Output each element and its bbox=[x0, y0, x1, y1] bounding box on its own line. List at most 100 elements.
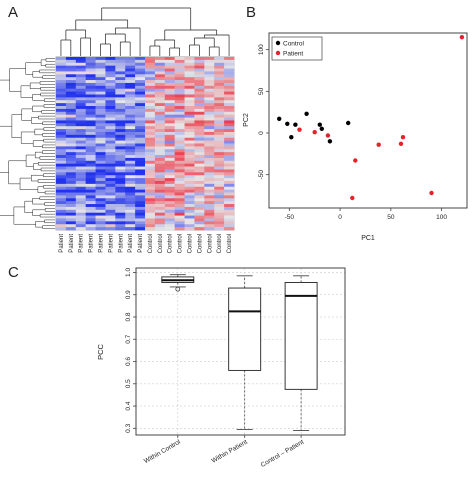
heatmap-cell bbox=[85, 97, 96, 101]
heatmap-cell bbox=[194, 59, 205, 64]
heatmap-cell bbox=[135, 227, 146, 231]
pca-point-patient bbox=[400, 135, 406, 140]
heatmap-cell bbox=[174, 117, 185, 121]
heatmap-cell bbox=[174, 59, 185, 64]
y-tick-label: 100 bbox=[258, 44, 265, 55]
heatmap-cell bbox=[95, 189, 106, 193]
heatmap-cell bbox=[56, 163, 67, 167]
y-tick-label: 0.3 bbox=[125, 423, 132, 432]
heatmap-cell bbox=[214, 160, 225, 164]
heatmap-cell bbox=[95, 120, 106, 124]
heatmap-cell bbox=[224, 160, 235, 164]
heatmap-cell bbox=[75, 106, 86, 110]
heatmap-cell bbox=[105, 91, 116, 95]
heatmap-cell bbox=[164, 218, 175, 222]
heatmap-cell bbox=[204, 85, 215, 90]
heatmap-cell bbox=[204, 120, 215, 124]
heatmap-cell bbox=[164, 146, 175, 150]
heatmap-cell bbox=[85, 114, 96, 118]
heatmap-cell bbox=[214, 146, 225, 150]
heatmap-cell bbox=[194, 186, 205, 190]
category-label: Within Control bbox=[143, 438, 182, 465]
heatmap-cell bbox=[194, 103, 205, 107]
pca-point-control bbox=[346, 120, 351, 126]
heatmap-cell bbox=[65, 206, 77, 211]
heatmap-cell bbox=[135, 140, 146, 144]
heatmap-cell bbox=[224, 212, 235, 216]
heatmap-cell bbox=[204, 94, 215, 98]
heatmap-cell bbox=[224, 123, 235, 127]
heatmap-cell bbox=[145, 189, 156, 193]
heatmap-cell bbox=[95, 80, 106, 84]
heatmap-cell bbox=[214, 180, 225, 185]
heatmap-cell bbox=[145, 129, 156, 133]
heatmap-cell bbox=[115, 91, 126, 95]
heatmap-cell bbox=[115, 172, 126, 176]
heatmap-cell bbox=[75, 117, 86, 121]
heatmap-cell bbox=[95, 204, 106, 208]
heatmap-cell bbox=[164, 183, 175, 188]
heatmap-cell bbox=[105, 206, 116, 211]
heatmap-cells bbox=[56, 57, 235, 231]
heatmap-cell bbox=[194, 140, 205, 144]
heatmap-cell bbox=[125, 120, 136, 124]
pca-point-patient bbox=[350, 195, 355, 201]
heatmap-cell bbox=[115, 195, 126, 199]
heatmap-cell bbox=[65, 155, 77, 159]
heatmap-cell bbox=[194, 80, 205, 84]
heatmap-cell bbox=[214, 198, 225, 202]
heatmap-cell bbox=[194, 166, 205, 170]
heatmap-cell bbox=[145, 100, 156, 104]
heatmap-cell bbox=[174, 120, 185, 124]
heatmap-cell bbox=[125, 160, 136, 164]
heatmap-cell bbox=[56, 143, 67, 147]
heatmap-cell bbox=[105, 175, 116, 179]
heatmap-cell bbox=[125, 126, 136, 130]
heatmap-cell bbox=[56, 189, 67, 193]
heatmap-cell bbox=[135, 175, 146, 179]
heatmap-cell bbox=[95, 134, 106, 139]
heatmap-cell bbox=[184, 62, 195, 66]
heatmap-cell bbox=[85, 169, 96, 173]
heatmap-cell bbox=[125, 146, 136, 150]
heatmap-cell bbox=[204, 57, 215, 61]
heatmap-cell bbox=[224, 126, 235, 130]
heatmap-cell bbox=[174, 91, 185, 95]
heatmap-cell bbox=[145, 163, 156, 167]
heatmap-cell bbox=[56, 152, 67, 156]
heatmap-cell bbox=[85, 131, 96, 136]
heatmap-cell bbox=[194, 206, 205, 211]
heatmap-cell bbox=[65, 149, 77, 153]
heatmap-cell bbox=[164, 77, 175, 81]
heatmap-cell bbox=[184, 221, 195, 225]
heatmap-cell bbox=[184, 201, 195, 205]
heatmap-cell bbox=[135, 111, 146, 115]
heatmap-cell bbox=[85, 108, 96, 113]
heatmap-cell bbox=[95, 88, 106, 92]
heatmap-cell bbox=[85, 94, 96, 98]
heatmap-cell bbox=[204, 169, 215, 173]
heatmap-cell bbox=[184, 126, 195, 130]
heatmap-cell bbox=[115, 126, 126, 130]
heatmap-cell bbox=[135, 106, 146, 110]
heatmap-cell bbox=[154, 97, 166, 101]
heatmap-cell bbox=[65, 198, 77, 202]
heatmap-cell bbox=[214, 189, 225, 193]
heatmap-cell bbox=[184, 155, 195, 159]
heatmap-cell bbox=[105, 157, 116, 162]
heatmap-cell bbox=[56, 195, 67, 199]
heatmap-cell bbox=[105, 178, 116, 182]
heatmap-cell bbox=[154, 59, 166, 64]
heatmap-cell bbox=[194, 65, 205, 69]
heatmap-panel: Patient Patient Patient Patient Patient Patie… bbox=[0, 7, 235, 253]
heatmap-cell bbox=[214, 80, 225, 84]
pca-point-control bbox=[304, 111, 309, 117]
heatmap-cell bbox=[75, 146, 86, 150]
heatmap-cell bbox=[105, 183, 116, 188]
heatmap-cell bbox=[224, 82, 235, 87]
pca-plot-border bbox=[268, 32, 468, 209]
heatmap-cell bbox=[145, 131, 156, 136]
heatmap-cell bbox=[135, 114, 146, 118]
heatmap-cell bbox=[204, 91, 215, 95]
heatmap-cell bbox=[105, 160, 116, 164]
